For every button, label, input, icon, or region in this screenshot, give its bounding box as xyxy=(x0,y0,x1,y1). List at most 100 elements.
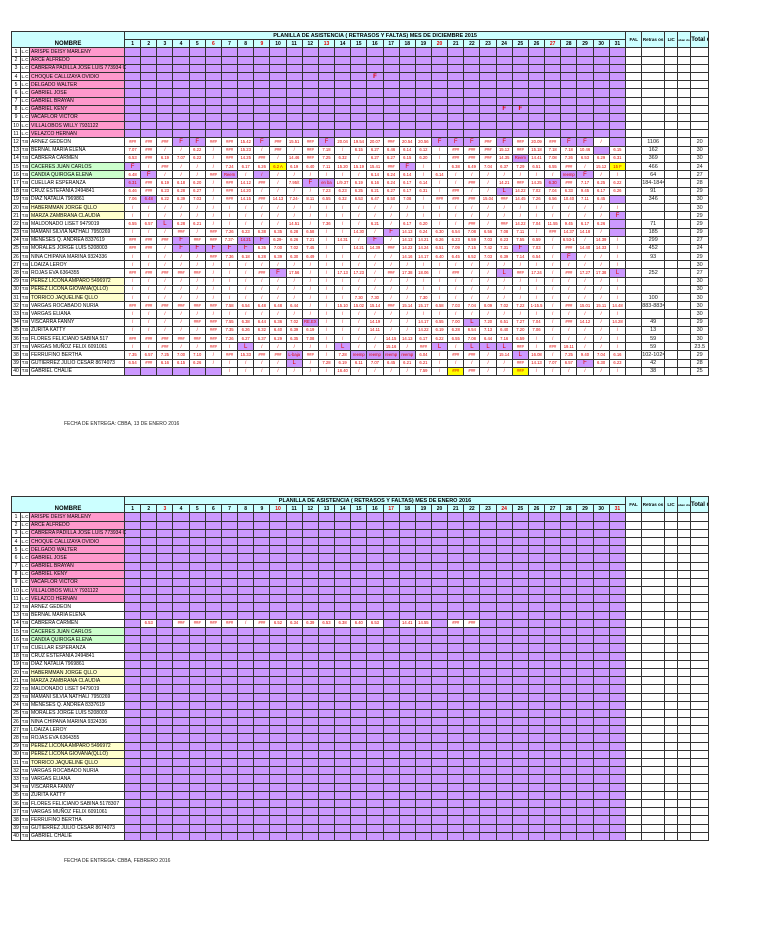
day-cell[interactable] xyxy=(301,774,319,784)
day-cell[interactable] xyxy=(430,104,449,114)
day-cell[interactable] xyxy=(382,528,400,538)
day-cell[interactable] xyxy=(156,536,174,547)
day-cell[interactable]: ### xyxy=(463,194,481,204)
day-cell[interactable] xyxy=(156,96,174,106)
day-cell[interactable]: 6.50 xyxy=(382,194,400,204)
day-cell[interactable] xyxy=(430,815,449,825)
day-cell[interactable] xyxy=(220,635,239,645)
day-cell[interactable]: 7.18 xyxy=(560,145,578,155)
day-cell[interactable]: 6.39 xyxy=(495,252,513,262)
day-cell[interactable]: 6.26 xyxy=(237,325,255,335)
day-cell[interactable] xyxy=(140,121,158,131)
day-cell[interactable] xyxy=(447,684,465,694)
day-cell[interactable] xyxy=(188,602,206,612)
day-cell[interactable] xyxy=(608,807,627,817)
day-cell[interactable] xyxy=(350,635,368,645)
day-cell[interactable]: / xyxy=(188,170,206,180)
day-cell[interactable]: ### xyxy=(511,366,529,376)
day-cell[interactable] xyxy=(237,553,255,563)
day-cell[interactable] xyxy=(527,725,546,735)
day-cell[interactable]: / xyxy=(301,358,319,368)
day-cell[interactable] xyxy=(317,553,336,563)
day-cell[interactable] xyxy=(269,766,287,776)
day-cell[interactable]: 6.17 xyxy=(237,161,255,172)
day-cell[interactable] xyxy=(414,55,432,65)
day-cell[interactable]: Reem xyxy=(511,153,529,164)
day-cell[interactable] xyxy=(495,757,513,768)
day-cell[interactable] xyxy=(511,757,529,768)
day-cell[interactable] xyxy=(527,651,546,661)
day-cell[interactable]: 7.16 xyxy=(495,333,513,344)
day-cell[interactable] xyxy=(382,651,400,661)
day-cell[interactable] xyxy=(382,725,400,735)
day-cell[interactable] xyxy=(172,104,190,114)
day-cell[interactable] xyxy=(495,63,513,73)
day-cell[interactable] xyxy=(285,594,303,604)
day-cell[interactable]: L xyxy=(608,268,627,278)
day-cell[interactable] xyxy=(447,676,465,686)
day-cell[interactable] xyxy=(204,55,222,65)
day-cell[interactable]: ### xyxy=(463,178,481,188)
day-cell[interactable] xyxy=(366,610,384,620)
day-cell[interactable] xyxy=(414,96,432,106)
day-cell[interactable] xyxy=(188,610,206,620)
day-cell[interactable]: 6.17 xyxy=(398,186,416,196)
day-cell[interactable]: 7.35 xyxy=(124,350,142,360)
day-cell[interactable]: 7.25 xyxy=(560,350,578,360)
day-cell[interactable] xyxy=(398,71,416,82)
day-cell[interactable] xyxy=(608,700,627,710)
day-cell[interactable]: / xyxy=(204,268,222,278)
day-cell[interactable] xyxy=(334,782,352,792)
day-cell[interactable]: reemp xyxy=(398,350,416,360)
day-cell[interactable] xyxy=(253,104,271,114)
day-cell[interactable] xyxy=(220,545,239,555)
day-cell[interactable] xyxy=(495,80,513,90)
day-cell[interactable]: 14.20 xyxy=(237,186,255,196)
day-cell[interactable]: / xyxy=(350,276,368,286)
day-cell[interactable]: / xyxy=(398,325,416,335)
day-cell[interactable]: / xyxy=(204,186,222,196)
day-cell[interactable] xyxy=(479,667,497,678)
day-cell[interactable]: / xyxy=(172,145,190,155)
day-cell[interactable]: 6.26 xyxy=(430,235,449,245)
day-cell[interactable]: F xyxy=(204,243,222,254)
day-cell[interactable] xyxy=(237,643,255,653)
day-cell[interactable]: ### xyxy=(495,194,513,204)
day-cell[interactable] xyxy=(237,63,255,73)
day-cell[interactable] xyxy=(301,708,319,719)
day-cell[interactable] xyxy=(527,80,546,90)
day-cell[interactable] xyxy=(124,577,142,588)
day-cell[interactable] xyxy=(204,684,222,694)
day-cell[interactable]: 6.40 xyxy=(350,618,368,629)
day-cell[interactable]: / xyxy=(124,317,142,327)
day-cell[interactable] xyxy=(463,643,481,653)
day-cell[interactable] xyxy=(285,725,303,735)
day-cell[interactable] xyxy=(527,121,546,131)
day-cell[interactable]: / xyxy=(124,227,142,237)
day-cell[interactable] xyxy=(495,733,513,743)
day-cell[interactable] xyxy=(511,692,529,702)
day-cell[interactable] xyxy=(511,626,529,637)
day-cell[interactable]: 7.03 xyxy=(527,243,546,254)
day-cell[interactable] xyxy=(366,684,384,694)
day-cell[interactable] xyxy=(592,96,610,106)
day-cell[interactable]: / xyxy=(560,260,578,270)
day-cell[interactable] xyxy=(285,676,303,686)
day-cell[interactable]: 6.39 xyxy=(285,325,303,335)
day-cell[interactable] xyxy=(237,528,255,538)
day-cell[interactable] xyxy=(382,594,400,604)
day-cell[interactable]: / xyxy=(430,276,449,286)
day-cell[interactable] xyxy=(479,96,497,106)
day-cell[interactable] xyxy=(398,512,416,522)
day-cell[interactable] xyxy=(447,561,465,571)
day-cell[interactable]: / xyxy=(220,284,239,295)
day-cell[interactable]: 7.02 xyxy=(285,243,303,254)
day-cell[interactable]: ### xyxy=(156,235,174,245)
day-cell[interactable] xyxy=(188,512,206,522)
day-cell[interactable] xyxy=(592,145,610,155)
day-cell[interactable]: / xyxy=(366,309,384,319)
day-cell[interactable] xyxy=(576,88,594,98)
day-cell[interactable]: ### xyxy=(301,153,319,164)
day-cell[interactable]: 6.46 xyxy=(382,145,400,155)
day-cell[interactable] xyxy=(592,790,610,800)
